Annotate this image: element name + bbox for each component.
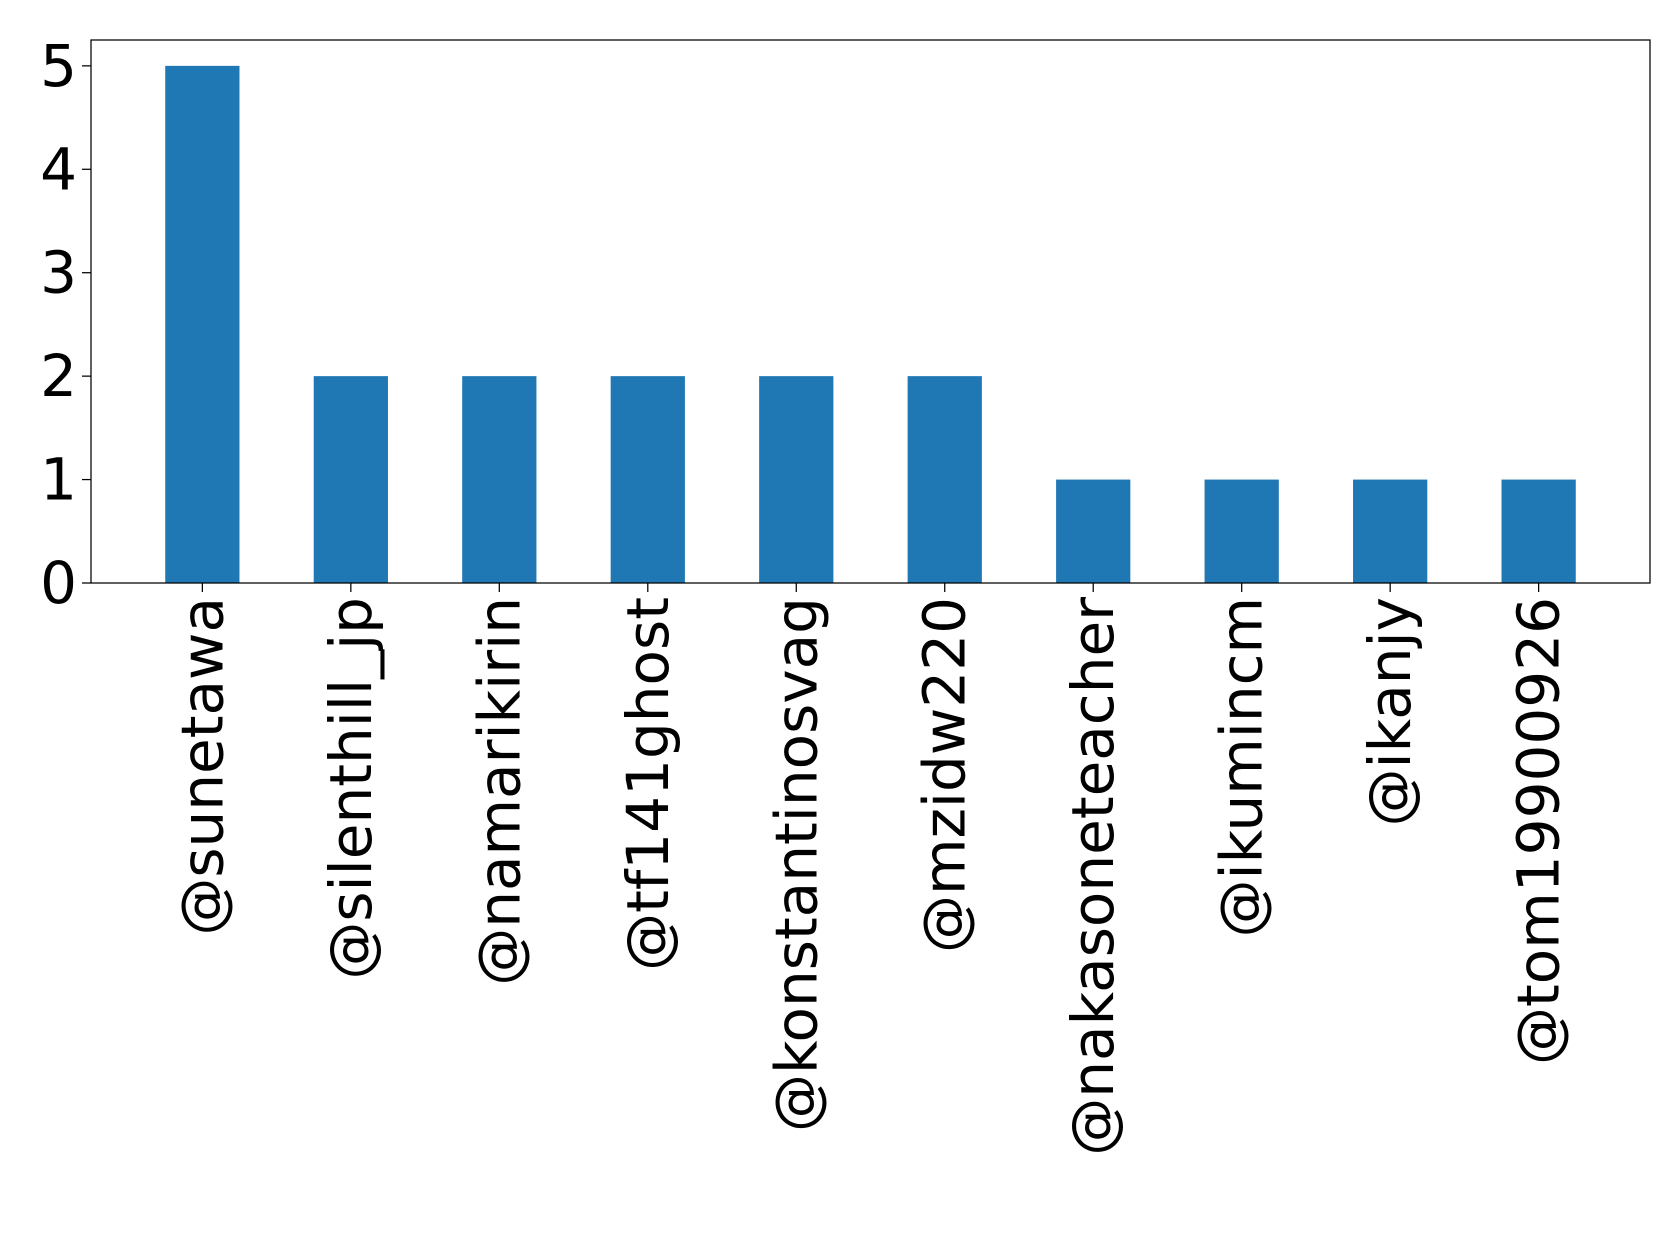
bar xyxy=(1204,479,1279,583)
x-tick-label: @tom19900926 xyxy=(1505,597,1573,1065)
y-tick-label: 0 xyxy=(40,549,77,617)
y-axis: 0 1 2 3 4 5 xyxy=(40,32,91,617)
x-tick-label: @nakasoneteacher xyxy=(1059,597,1127,1156)
y-tick-label: 4 xyxy=(40,135,77,203)
bar xyxy=(759,376,834,583)
x-tick-label: @mzidw220 xyxy=(911,597,979,953)
bar xyxy=(610,376,685,583)
plot-frame xyxy=(90,39,1651,584)
bar xyxy=(165,65,240,584)
bar xyxy=(462,376,537,583)
y-tick-label: 1 xyxy=(40,446,77,514)
x-tick-label: @tf141ghost xyxy=(614,597,682,971)
bar xyxy=(313,376,388,583)
x-axis: @sunetawa @silenthill_jp @namarikirin @tf14… xyxy=(168,583,1573,1156)
y-tick-label: 3 xyxy=(40,239,77,307)
x-tick-label: @ikumincm xyxy=(1208,597,1276,937)
x-tick-label: @ikanjy xyxy=(1356,597,1424,826)
y-tick-label: 2 xyxy=(40,342,77,410)
x-tick-label: @sunetawa xyxy=(168,597,236,936)
bar xyxy=(1501,479,1576,583)
x-tick-label: @namarikirin xyxy=(465,597,533,986)
bar-series xyxy=(165,65,1576,584)
x-tick-label: @konstantinosvag xyxy=(762,597,830,1132)
x-tick-label: @silenthill_jp xyxy=(317,597,385,980)
bar xyxy=(1353,479,1428,583)
bar xyxy=(907,376,982,583)
y-tick-label: 5 xyxy=(40,32,77,100)
bar xyxy=(1056,479,1131,583)
